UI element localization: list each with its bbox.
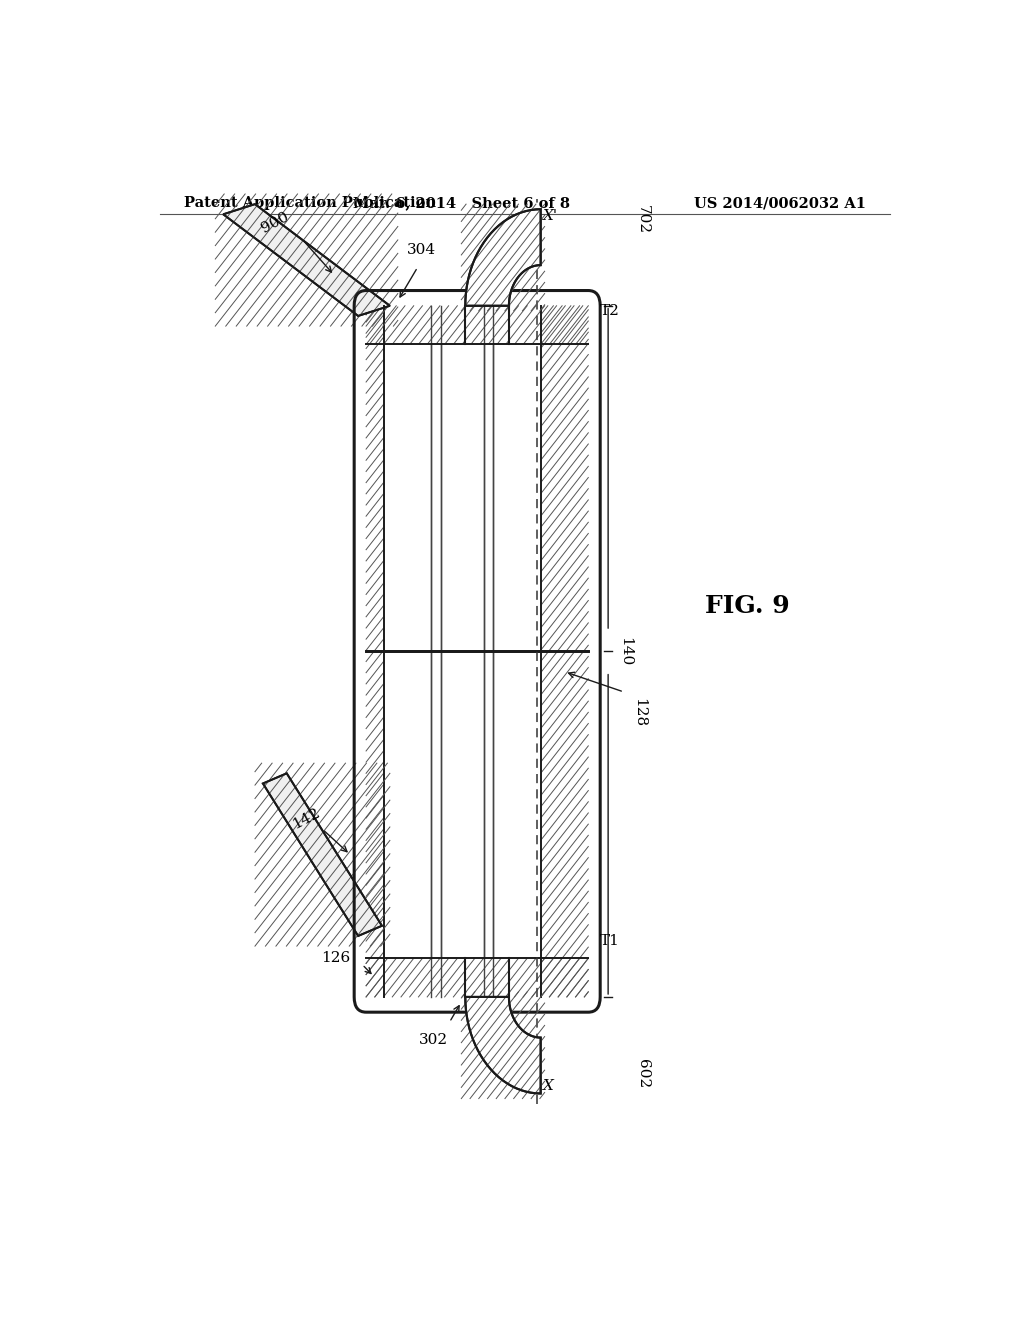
Text: X': X' [543, 210, 558, 223]
Text: 302: 302 [419, 1032, 449, 1047]
Text: 304: 304 [408, 243, 436, 257]
Text: 128: 128 [632, 698, 646, 727]
Text: 126: 126 [321, 952, 350, 965]
Text: 140: 140 [617, 636, 632, 667]
Text: 900: 900 [259, 210, 291, 235]
Text: 602: 602 [636, 1059, 650, 1088]
Polygon shape [223, 205, 390, 315]
Text: 142: 142 [291, 807, 323, 832]
Text: Patent Application Publication: Patent Application Publication [183, 195, 435, 210]
Bar [384, 345, 541, 958]
FancyBboxPatch shape [354, 290, 600, 1012]
Polygon shape [465, 210, 541, 306]
Text: T2: T2 [600, 304, 621, 318]
Text: X: X [543, 1080, 554, 1093]
Polygon shape [465, 210, 541, 306]
Text: T1: T1 [600, 935, 621, 948]
Text: FIG. 9: FIG. 9 [705, 594, 790, 618]
Polygon shape [465, 997, 541, 1093]
Polygon shape [263, 774, 382, 936]
Text: 702: 702 [636, 205, 650, 234]
Text: Mar. 6, 2014   Sheet 6 of 8: Mar. 6, 2014 Sheet 6 of 8 [353, 195, 569, 210]
Text: US 2014/0062032 A1: US 2014/0062032 A1 [694, 195, 866, 210]
Polygon shape [465, 997, 541, 1093]
